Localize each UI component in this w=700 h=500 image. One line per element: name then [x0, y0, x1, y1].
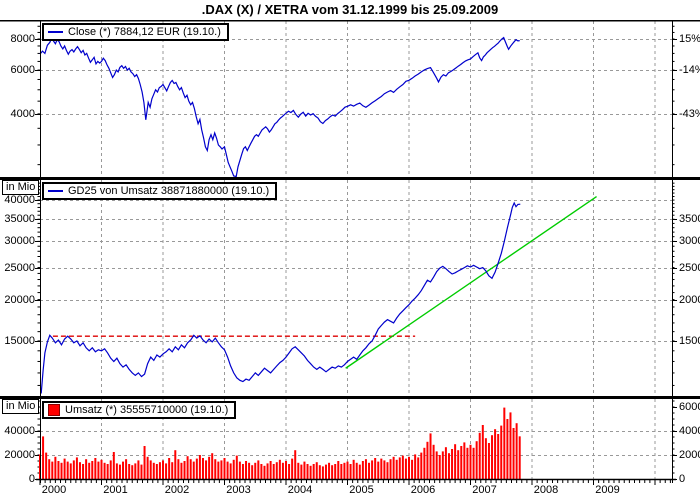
y-axis-label-right: 30000 — [679, 235, 700, 247]
legend-gd25[interactable]: GD25 von Umsatz 38871880000 (19.10.) — [42, 182, 278, 200]
y-axis-label-right: 25000 — [679, 262, 700, 274]
y-axis-label-right: 40000 — [679, 425, 700, 437]
y-axis-label-left: 8000 — [10, 33, 35, 45]
y-axis-label-left: 40000 — [4, 425, 35, 437]
y-axis-label-right: 60000 — [679, 401, 700, 413]
x-axis-year-label: 2009 — [595, 484, 620, 496]
y-axis-label-left: 35000 — [4, 213, 35, 225]
y-axis-label-left: 20000 — [4, 449, 35, 461]
y-axis-label-left: 15000 — [4, 335, 35, 347]
legend-gd25-label: GD25 von Umsatz 38871880000 (19.10.) — [68, 185, 270, 197]
x-axis-year-label: 2004 — [287, 484, 313, 496]
y-axis-label-left: 40000 — [4, 194, 35, 206]
red-square-sample-icon — [48, 404, 60, 416]
legend-volume-label: Umsatz (*) 35555710000 (19.10.) — [65, 404, 229, 416]
y-axis-label-right: 0 — [679, 473, 686, 485]
y-axis-label-right: 15% — [679, 33, 700, 45]
x-axis-year-label: 2008 — [533, 484, 559, 496]
y-axis-label-right: 20000 — [679, 449, 700, 461]
chart-title: .DAX (X) / XETRA vom 31.12.1999 bis 25.0… — [201, 2, 499, 17]
y-axis-label-left: 6000 — [10, 64, 35, 76]
y-axis-label-right: 35000 — [679, 213, 700, 225]
volume-unit-label: in Mio — [2, 399, 40, 414]
y-axis-label-left: 20000 — [4, 294, 35, 306]
legend-close-label: Close (*) 7884,12 EUR (19.10.) — [68, 26, 221, 38]
y-axis-label-left: 0 — [28, 473, 35, 485]
y-axis-label-right: 15000 — [679, 335, 700, 347]
x-axis-year-label: 2006 — [410, 484, 436, 496]
y-axis-label-left: 25000 — [4, 262, 35, 274]
x-axis-year-label: 2003 — [226, 484, 251, 496]
y-axis-label-left: 4000 — [10, 108, 35, 120]
blue-line-sample-icon — [48, 31, 63, 33]
y-axis-label-right: 20000 — [679, 294, 700, 306]
x-axis-year-label: 2007 — [472, 484, 497, 496]
x-axis-year-label: 2000 — [41, 484, 67, 496]
legend-close[interactable]: Close (*) 7884,12 EUR (19.10.) — [42, 23, 229, 41]
y-axis-label-right: -14% — [679, 64, 700, 76]
gd25-unit-label: in Mio — [2, 180, 40, 195]
legend-volume[interactable]: Umsatz (*) 35555710000 (19.10.) — [42, 401, 237, 419]
y-axis-label-right: -43% — [679, 108, 700, 120]
blue-line-sample-icon — [48, 190, 63, 192]
x-axis-year-label: 2005 — [349, 484, 374, 496]
y-axis-label-left: 30000 — [4, 235, 35, 247]
x-axis-year-label: 2001 — [103, 484, 128, 496]
x-axis-year-label: 2002 — [164, 484, 190, 496]
